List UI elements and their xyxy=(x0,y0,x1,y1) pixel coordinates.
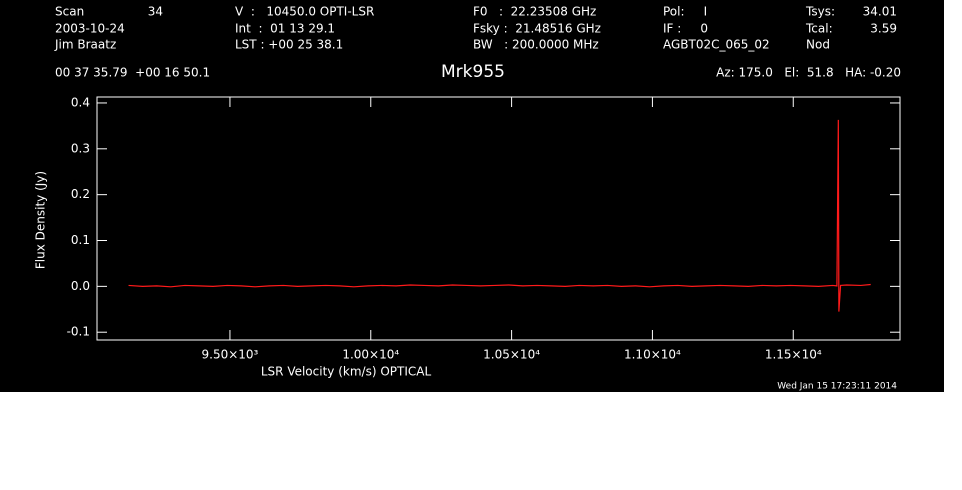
y-tick-label: 0.2 xyxy=(71,187,90,201)
x-tick-label: 1.00×10⁴ xyxy=(342,348,399,362)
x-tick-label: 1.10×10⁴ xyxy=(624,348,681,362)
header-field: F0 : 22.23508 GHz xyxy=(473,5,596,19)
header-field: Jim Braatz xyxy=(54,38,116,52)
header-field: Nod xyxy=(806,38,830,52)
plot-frame xyxy=(96,96,901,341)
header-field: Az: 175.0 El: 51.8 HA: -0.20 xyxy=(716,66,901,80)
header-field: Tsys: xyxy=(805,5,835,19)
y-tick-label: -0.1 xyxy=(67,325,90,339)
header-field: IF : 0 xyxy=(663,22,708,36)
plot-background xyxy=(0,0,944,392)
x-tick-label: 1.15×10⁴ xyxy=(765,348,822,362)
header-field: AGBT02C_065_02 xyxy=(663,38,770,52)
header-field: Fsky : 21.48516 GHz xyxy=(473,22,601,36)
y-axis-label: Flux Density (Jy) xyxy=(34,171,48,269)
header-field: Pol: I xyxy=(663,5,707,19)
y-tick-label: 0.0 xyxy=(71,279,90,293)
y-tick-label: 0.4 xyxy=(71,95,90,109)
y-tick-label: 0.1 xyxy=(71,233,90,247)
x-axis-label: LSR Velocity (km/s) OPTICAL xyxy=(261,365,432,379)
header-field: Tcal: xyxy=(805,22,833,36)
chart-title: Mrk955 xyxy=(441,62,505,82)
y-tick-label: 0.3 xyxy=(71,141,90,155)
header-field: 3.59 xyxy=(870,22,897,36)
header-field: 00 37 35.79 +00 16 50.1 xyxy=(55,66,210,80)
header-field: 34 xyxy=(148,5,163,19)
header-field: V : 10450.0 OPTI-LSR xyxy=(235,5,374,19)
header-field: BW : 200.0000 MHz xyxy=(473,38,599,52)
x-tick-label: 9.50×10³ xyxy=(202,348,259,362)
spectrum-line xyxy=(128,119,871,312)
timestamp: Wed Jan 15 17:23:11 2014 xyxy=(777,382,897,392)
header-field: 34.01 xyxy=(863,5,897,19)
header-field: LST : +00 25 38.1 xyxy=(235,38,343,52)
x-tick-label: 1.05×10⁴ xyxy=(483,348,540,362)
header-field: Int : 01 13 29.1 xyxy=(235,22,335,36)
header-field: 2003-10-24 xyxy=(55,22,125,36)
header-field: Scan xyxy=(55,5,84,19)
